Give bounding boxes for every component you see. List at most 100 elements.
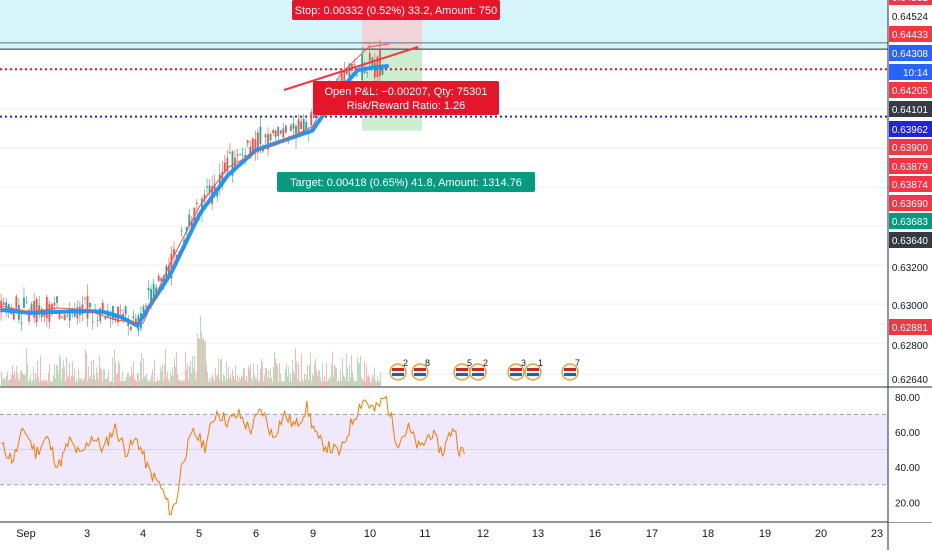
- flag-stripe: [456, 373, 468, 376]
- volume-bar: [153, 381, 154, 386]
- flag-stripe: [527, 368, 539, 371]
- volume-bar: [254, 375, 255, 386]
- volume-bar: [286, 363, 287, 386]
- volume-bar: [317, 375, 318, 386]
- volume-bar: [246, 375, 247, 386]
- volume-bar: [51, 381, 52, 386]
- candle-body: [124, 306, 127, 315]
- volume-bar: [189, 366, 190, 386]
- volume-bar: [149, 381, 150, 386]
- volume-bar: [46, 380, 47, 386]
- price-label: 0.63874: [889, 176, 932, 192]
- event-count: 3: [521, 358, 526, 368]
- x-tick-label: 17: [646, 528, 658, 540]
- candle-body: [101, 302, 104, 311]
- volume-bar: [247, 381, 248, 386]
- osc-y-tick-label: 20.00: [895, 498, 920, 509]
- volume-bar: [152, 369, 153, 386]
- volume-bar: [285, 368, 286, 386]
- volume-bar: [63, 359, 64, 386]
- volume-bar: [365, 381, 366, 386]
- volume-bar: [79, 378, 80, 386]
- price-label: 0.63683: [889, 213, 932, 229]
- volume-bar: [328, 379, 329, 386]
- volume-bar: [226, 361, 227, 386]
- volume-bar: [195, 379, 196, 386]
- volume-bar: [230, 374, 231, 386]
- volume-bar: [45, 379, 46, 386]
- volume-bar: [168, 379, 169, 386]
- candle-body: [208, 185, 211, 194]
- volume-bar: [307, 364, 308, 386]
- price-label: 0.63879: [889, 158, 932, 174]
- candle-body: [114, 315, 117, 320]
- volume-bar: [163, 380, 164, 386]
- volume-bar: [294, 373, 295, 386]
- volume-bar: [193, 368, 194, 386]
- candle-body: [290, 125, 292, 131]
- volume-bar: [256, 379, 257, 386]
- volume-bar: [319, 370, 320, 386]
- volume-bar: [66, 357, 67, 386]
- candle-body: [119, 310, 122, 311]
- volume-bar: [322, 363, 323, 386]
- candle-body: [201, 198, 203, 214]
- price-label-text: 0.64101: [892, 105, 929, 116]
- volume-bar: [183, 379, 184, 386]
- volume-bar: [117, 373, 118, 386]
- volume-bar: [107, 377, 108, 386]
- volume-bar: [253, 363, 254, 386]
- volume-bar: [213, 378, 214, 386]
- volume-bar: [114, 349, 115, 386]
- volume-bar: [220, 359, 221, 386]
- price-label: 0.62881: [889, 319, 932, 335]
- volume-bar: [87, 381, 88, 386]
- volume-bar: [23, 374, 24, 386]
- volume-bar: [118, 360, 119, 386]
- volume-bar: [370, 381, 371, 386]
- volume-bar: [297, 378, 298, 386]
- volume-bar: [266, 367, 267, 386]
- volume-bar: [367, 376, 368, 386]
- candle-body: [145, 305, 147, 307]
- candle-body: [51, 304, 53, 311]
- volume-bar: [141, 352, 142, 386]
- volume-bar: [228, 366, 229, 386]
- volume-bar: [361, 377, 362, 386]
- candle-body: [28, 309, 30, 322]
- volume-bar: [239, 376, 240, 386]
- volume-bar: [269, 377, 270, 386]
- candle-body: [33, 300, 36, 318]
- volume-bar: [10, 378, 11, 386]
- volume-bar: [95, 380, 96, 386]
- volume-bar: [203, 337, 204, 386]
- volume-bar: [108, 369, 109, 386]
- volume-bar: [227, 378, 228, 386]
- flag-stripe: [456, 368, 468, 371]
- candle-body: [73, 311, 76, 317]
- volume-bar: [245, 379, 246, 386]
- volume-bar: [97, 373, 98, 386]
- volume-bar: [212, 374, 213, 386]
- candle-body: [345, 71, 348, 75]
- volume-bar: [281, 381, 282, 386]
- volume-bar: [353, 377, 354, 386]
- volume-bar: [119, 363, 120, 386]
- volume-bar: [160, 366, 161, 386]
- candle-body: [310, 112, 313, 126]
- volume-bar: [2, 377, 3, 386]
- flag-stripe: [414, 373, 426, 376]
- volume-bar: [377, 376, 378, 386]
- volume-bar: [351, 354, 352, 386]
- volume-bar: [222, 381, 223, 386]
- volume-bar: [293, 370, 294, 386]
- volume-bar: [122, 371, 123, 386]
- volume-bar: [197, 333, 198, 386]
- volume-bar: [150, 379, 151, 386]
- volume-bar: [178, 379, 179, 386]
- volume-bar: [340, 369, 341, 386]
- volume-bar: [6, 375, 7, 386]
- volume-bar: [300, 381, 301, 386]
- x-tick-label: 20: [815, 528, 827, 540]
- candle-body: [361, 54, 364, 81]
